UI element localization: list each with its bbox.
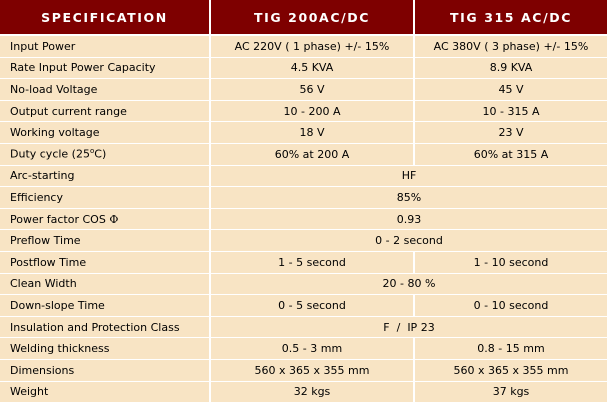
row-label: Rate Input Power Capacity <box>0 57 211 80</box>
table-row: Down-slope Time 0 - 5 second 0 - 10 seco… <box>0 295 607 317</box>
shared-value: 0.93 <box>211 208 607 231</box>
tig-315-value: AC 380V ( 3 phase) +/- 15% <box>415 36 607 58</box>
row-label: Clean Width <box>0 273 211 296</box>
table-row: Power factor COS Φ 0.93 <box>0 208 607 231</box>
table-body: Input Power AC 220V ( 1 phase) +/- 15% A… <box>0 36 607 404</box>
row-label-text: Power factor COS <box>10 212 106 226</box>
table-row: Clean Width 20 - 80 % <box>0 273 607 296</box>
tig-200-value: 0 - 5 second <box>211 295 415 317</box>
row-label-unit: C) <box>94 148 107 162</box>
row-label: Input Power <box>0 36 211 58</box>
row-label: No-load Voltage <box>0 79 211 101</box>
table-row: Weight 32 kgs 37 kgs <box>0 381 607 404</box>
table-row: Postflow Time 1 - 5 second 1 - 10 second <box>0 251 607 274</box>
tig-200-value: 1 - 5 second <box>211 251 415 274</box>
tig-200-value: 560 x 365 x 355 mm <box>211 359 415 382</box>
table-row: Working voltage 18 V 23 V <box>0 122 607 144</box>
header-row: SPECIFICATION TIG 200AC/DC TIG 315 AC/DC <box>0 0 607 36</box>
row-label: Output current range <box>0 100 211 123</box>
row-label: Working voltage <box>0 122 211 144</box>
table-row: Duty cycle (25oC) 60% at 200 A 60% at 31… <box>0 143 607 166</box>
row-label: Down-slope Time <box>0 295 211 317</box>
table-header: SPECIFICATION TIG 200AC/DC TIG 315 AC/DC <box>0 0 607 36</box>
table-row: Rate Input Power Capacity 4.5 KVA 8.9 KV… <box>0 57 607 80</box>
tig-315-value: 60% at 315 A <box>415 143 607 166</box>
row-label: Efficiency <box>0 187 211 209</box>
table-row: Dimensions 560 x 365 x 355 mm 560 x 365 … <box>0 359 607 382</box>
tig-315-value: 23 V <box>415 122 607 144</box>
shared-value: HF <box>211 165 607 188</box>
row-label: Welding thickness <box>0 338 211 360</box>
table-row: Preflow Time 0 - 2 second <box>0 230 607 252</box>
row-label: Power factor COS Φ <box>0 208 211 231</box>
shared-value: 85% <box>211 187 607 209</box>
table-row: Efficiency 85% <box>0 187 607 209</box>
tig-200-value: 60% at 200 A <box>211 143 415 166</box>
tig-315-value: 0.8 - 15 mm <box>415 338 607 360</box>
tig-315-value: 37 kgs <box>415 381 607 404</box>
tig-200-value: AC 220V ( 1 phase) +/- 15% <box>211 36 415 58</box>
shared-value: 20 - 80 % <box>211 273 607 296</box>
table-row: Input Power AC 220V ( 1 phase) +/- 15% A… <box>0 36 607 58</box>
row-label: Duty cycle (25oC) <box>0 143 211 166</box>
tig-200-value: 18 V <box>211 122 415 144</box>
tig-200-value: 0.5 - 3 mm <box>211 338 415 360</box>
tig-315-value: 1 - 10 second <box>415 251 607 274</box>
row-label: Arc-starting <box>0 165 211 188</box>
row-label: Postflow Time <box>0 251 211 274</box>
table-row: Arc-starting HF <box>0 165 607 188</box>
tig-315-value: 45 V <box>415 79 607 101</box>
table-row: No-load Voltage 56 V 45 V <box>0 79 607 101</box>
tig-315-value: 560 x 365 x 355 mm <box>415 359 607 382</box>
table-row: Output current range 10 - 200 A 10 - 315… <box>0 100 607 123</box>
tig-315-value: 0 - 10 second <box>415 295 607 317</box>
row-label: Insulation and Protection Class <box>0 316 211 339</box>
phi-symbol: Φ <box>109 212 119 226</box>
degree-superscript: o <box>89 147 95 156</box>
tig-315-value: 10 - 315 A <box>415 100 607 123</box>
row-label-text: Duty cycle (25 <box>10 148 90 162</box>
tig-315-value: 8.9 KVA <box>415 57 607 80</box>
table-row: Insulation and Protection Class F / IP 2… <box>0 316 607 339</box>
header-tig-200: TIG 200AC/DC <box>211 0 415 36</box>
tig-200-value: 4.5 KVA <box>211 57 415 80</box>
tig-200-value: 56 V <box>211 79 415 101</box>
row-label: Preflow Time <box>0 230 211 252</box>
tig-200-value: 32 kgs <box>211 381 415 404</box>
table-row: Welding thickness 0.5 - 3 mm 0.8 - 15 mm <box>0 338 607 360</box>
header-tig-315: TIG 315 AC/DC <box>415 0 607 36</box>
tig-200-value: 10 - 200 A <box>211 100 415 123</box>
header-specification: SPECIFICATION <box>0 0 211 36</box>
shared-value: F / IP 23 <box>211 316 607 339</box>
shared-value: 0 - 2 second <box>211 230 607 252</box>
row-label: Weight <box>0 381 211 404</box>
row-label: Dimensions <box>0 359 211 382</box>
